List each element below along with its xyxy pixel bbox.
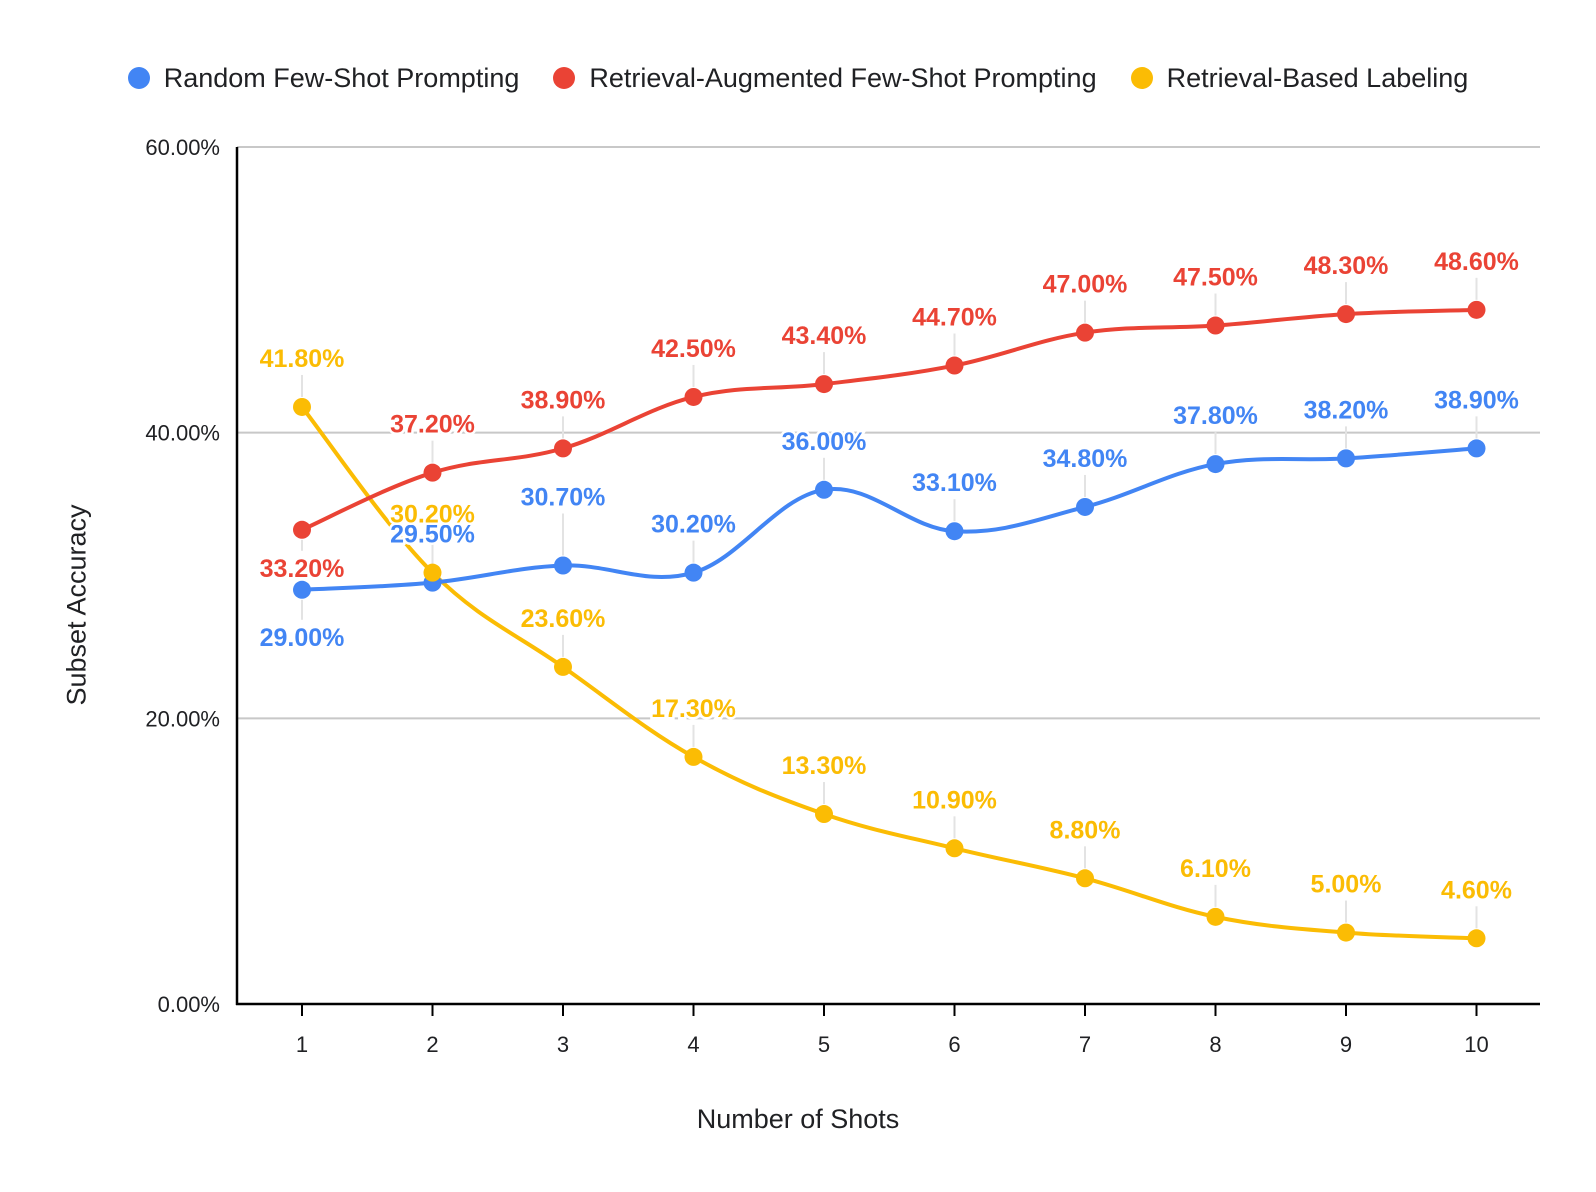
- data-point-retrieval-augmented: [423, 463, 442, 482]
- data-point-retrieval-based: [684, 747, 703, 766]
- data-label-retrieval-based: 13.30%: [782, 752, 867, 780]
- legend-label-retrieval-based: Retrieval-Based Labeling: [1166, 62, 1469, 93]
- data-point-retrieval-augmented: [684, 387, 703, 406]
- axes: 0.00% 20.00% 40.00% 60.00% 1 2 3 4 5 6 7 8 9 10: [145, 135, 1540, 1057]
- data-point-retrieval-based: [945, 839, 964, 858]
- y-tick-label: 60.00%: [145, 135, 220, 160]
- data-label-random: 38.20%: [1304, 396, 1389, 424]
- data-label-retrieval-based: 4.60%: [1441, 876, 1512, 904]
- data-label-retrieval-based: 6.10%: [1180, 855, 1251, 883]
- data-point-retrieval-augmented: [293, 520, 311, 539]
- data-point-retrieval-based: [293, 397, 311, 416]
- data-point-random: [1206, 455, 1225, 474]
- data-label-retrieval-augmented: 47.00%: [1043, 271, 1128, 299]
- legend-label-retrieval-augmented: Retrieval-Augmented Few-Shot Prompting: [589, 62, 1097, 93]
- x-axis-title: Number of Shots: [696, 1104, 900, 1134]
- data-label-random: 30.20%: [651, 511, 736, 539]
- data-label-retrieval-augmented: 37.20%: [390, 411, 475, 439]
- data-point-random: [815, 480, 833, 499]
- data-points: [293, 300, 1486, 948]
- data-point-retrieval-based: [1467, 929, 1486, 948]
- y-tick-label: 0.00%: [158, 992, 220, 1017]
- data-label-retrieval-based: 5.00%: [1311, 871, 1382, 899]
- data-point-retrieval-based: [815, 805, 833, 824]
- data-label-retrieval-augmented: 43.40%: [782, 322, 867, 350]
- data-label-retrieval-augmented: 33.20%: [260, 555, 345, 583]
- legend-label-random: Random Few-Shot Prompting: [163, 62, 520, 93]
- x-tick-label: 6: [948, 1032, 960, 1057]
- data-point-retrieval-augmented: [1206, 316, 1225, 335]
- legend-marker-retrieval-augmented: [553, 67, 576, 89]
- data-point-retrieval-augmented: [1076, 323, 1094, 342]
- legend-marker-retrieval-based: [1130, 67, 1153, 89]
- data-point-retrieval-augmented: [815, 375, 833, 394]
- data-point-retrieval-augmented: [1467, 300, 1486, 319]
- data-point-retrieval-based: [423, 563, 442, 582]
- series-line-retrieval-based: [300, 404, 1479, 941]
- data-point-random: [1337, 449, 1355, 468]
- data-label-random: 29.50%: [390, 521, 475, 549]
- y-tick-label: 20.00%: [145, 706, 220, 731]
- data-point-random: [554, 556, 572, 575]
- x-tick-label: 10: [1464, 1032, 1488, 1057]
- data-label-retrieval-based: 41.80%: [260, 345, 345, 373]
- data-point-random: [1076, 497, 1094, 516]
- data-point-retrieval-based: [1206, 907, 1225, 926]
- data-point-random: [1467, 439, 1486, 458]
- data-point-retrieval-based: [554, 657, 572, 676]
- data-point-random: [684, 563, 703, 582]
- data-label-retrieval-based: 8.80%: [1050, 816, 1121, 844]
- data-label-retrieval-augmented: 48.30%: [1304, 252, 1389, 280]
- data-point-retrieval-augmented: [1337, 305, 1355, 324]
- series-line-retrieval-augmented: [300, 307, 1479, 532]
- legend-item-random: Random Few-Shot Prompting: [127, 62, 520, 94]
- x-tick-label: 5: [818, 1032, 830, 1057]
- data-label-retrieval-based: 30.20%: [390, 501, 475, 529]
- y-tick-label: 40.00%: [145, 421, 220, 446]
- x-tick-label: 3: [557, 1032, 569, 1057]
- data-label-leaders: [301, 277, 1478, 929]
- data-label-random: 29.00%: [260, 624, 345, 652]
- data-point-random: [945, 522, 964, 541]
- x-tick-label: 4: [687, 1032, 699, 1057]
- data-point-retrieval-based: [1337, 923, 1355, 942]
- gridlines: [237, 146, 1540, 720]
- series-lines: [300, 307, 1479, 941]
- series-line-random: [300, 446, 1479, 592]
- x-tick-label: 2: [426, 1032, 438, 1057]
- data-label-random: 33.10%: [912, 469, 997, 497]
- x-tick-label: 8: [1209, 1032, 1221, 1057]
- data-label-retrieval-based: 17.30%: [651, 695, 736, 723]
- data-label-random: 37.80%: [1173, 402, 1258, 430]
- x-tick-label: 7: [1079, 1032, 1091, 1057]
- data-label-retrieval-augmented: 48.60%: [1434, 248, 1519, 276]
- data-point-retrieval-based: [1076, 869, 1094, 888]
- data-label-retrieval-based: 23.60%: [521, 605, 606, 633]
- legend-marker-random: [127, 67, 150, 89]
- data-point-random: [293, 580, 311, 599]
- data-labels: 29.00% 29.50% 30.70% 30.20% 36.00% 33.10% 34.8…: [257, 245, 1521, 906]
- data-label-retrieval-augmented: 47.50%: [1173, 264, 1258, 292]
- x-tick-label: 9: [1340, 1032, 1352, 1057]
- data-label-retrieval-augmented: 42.50%: [651, 335, 736, 363]
- legend-item-retrieval-based: Retrieval-Based Labeling: [1130, 62, 1469, 94]
- y-axis-title: Subset Accuracy: [61, 504, 92, 706]
- x-tick-label: 1: [296, 1032, 308, 1057]
- data-point-retrieval-augmented: [945, 356, 964, 375]
- data-label-retrieval-based: 10.90%: [912, 786, 997, 814]
- data-point-retrieval-augmented: [554, 439, 572, 458]
- data-label-random: 36.00%: [782, 428, 867, 456]
- data-label-random: 38.90%: [1434, 386, 1519, 414]
- data-label-retrieval-augmented: 38.90%: [521, 386, 606, 414]
- data-label-random: 30.70%: [521, 484, 606, 512]
- legend: Random Few-Shot Prompting Retrieval-Augm…: [0, 54, 1596, 102]
- data-label-retrieval-augmented: 44.70%: [912, 304, 997, 332]
- data-label-random: 34.80%: [1043, 445, 1128, 473]
- legend-item-retrieval-augmented: Retrieval-Augmented Few-Shot Prompting: [553, 62, 1097, 94]
